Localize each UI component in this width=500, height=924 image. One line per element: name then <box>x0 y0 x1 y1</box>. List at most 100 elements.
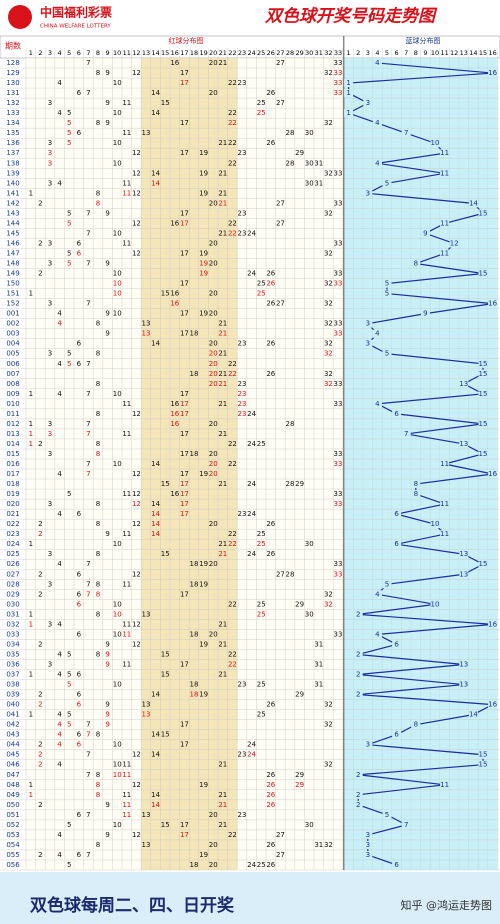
red-ball: 9 <box>105 330 109 338</box>
red-ball: 18 <box>190 681 199 689</box>
red-ball: 23 <box>238 340 247 348</box>
red-ball: 32 <box>324 600 333 608</box>
red-ball: 9 <box>105 721 109 729</box>
title: 双色球开奖号码走势图 <box>264 7 438 27</box>
blue-col-number: 4 <box>375 49 379 57</box>
red-ball: 33 <box>334 500 343 508</box>
red-col-number: 20 <box>209 49 217 57</box>
red-ball: 11 <box>122 811 131 819</box>
red-ball: 5 <box>67 119 71 127</box>
red-ball: 21 <box>218 139 227 147</box>
red-ball: 4 <box>57 671 62 679</box>
red-ball: 15 <box>161 671 170 679</box>
issue: 008 <box>6 380 19 388</box>
red-ball: 15 <box>161 99 170 107</box>
red-ball: 16 <box>170 410 179 418</box>
blue-ball-bg <box>353 610 363 619</box>
blue-ball-bg <box>488 69 498 78</box>
blue-ball-bg <box>363 319 373 328</box>
blue-ball: 15 <box>479 360 488 368</box>
issue: 005 <box>6 350 19 358</box>
red-ball: 15 <box>161 480 170 488</box>
red-ball: 24 <box>247 480 256 488</box>
red-ball: 19 <box>199 249 208 257</box>
red-ball: 21 <box>218 400 227 408</box>
red-ball: 2 <box>38 691 42 699</box>
red-ball: 4 <box>57 560 62 568</box>
red-ball: 11 <box>122 239 131 247</box>
red-col-number: 26 <box>267 49 275 57</box>
red-ball: 27 <box>276 99 285 107</box>
red-ball: 32 <box>324 69 333 77</box>
blue-ball: 15 <box>479 450 488 458</box>
red-ball: 22 <box>228 600 237 608</box>
red-ball: 20 <box>209 520 218 528</box>
blue-col-number: 2 <box>356 49 360 57</box>
red-ball: 21 <box>218 380 227 388</box>
blue-ball-bg <box>411 490 421 499</box>
red-col-number: 13 <box>142 49 150 57</box>
blue-ball: 6 <box>394 640 399 648</box>
blue-ball-bg <box>392 510 402 519</box>
red-col-number: 14 <box>151 49 159 57</box>
red-ball: 7 <box>86 300 90 308</box>
blue-ball-bg <box>353 650 363 659</box>
red-ball: 21 <box>218 350 227 358</box>
red-ball: 10 <box>113 310 122 318</box>
issue: 028 <box>6 580 19 588</box>
red-ball: 20 <box>209 239 218 247</box>
red-ball: 1 <box>29 671 33 679</box>
red-ball: 26 <box>266 300 275 308</box>
red-ball: 33 <box>334 320 343 328</box>
red-ball: 13 <box>142 320 151 328</box>
red-ball: 3 <box>48 179 52 187</box>
issue: 139 <box>6 169 19 177</box>
red-ball: 6 <box>77 671 82 679</box>
blue-ball: 3 <box>366 831 370 839</box>
blue-ball-bg <box>392 409 402 418</box>
red-ball: 7 <box>86 460 90 468</box>
red-ball: 26 <box>266 370 275 378</box>
red-ball: 4 <box>57 470 62 478</box>
blue-ball: 6 <box>394 510 399 518</box>
blue-ball-bg <box>363 99 373 108</box>
red-ball: 3 <box>48 580 52 588</box>
blue-col-number: 8 <box>414 49 418 57</box>
blue-ball-bg <box>411 480 421 489</box>
red-ball: 3 <box>48 260 52 268</box>
red-ball: 1 <box>29 430 33 438</box>
issue: 056 <box>6 861 20 869</box>
red-ball: 1 <box>29 189 33 197</box>
blue-col-number: 13 <box>460 49 468 57</box>
red-ball: 21 <box>218 540 227 548</box>
issue: 009 <box>6 390 19 398</box>
blue-ball: 2 <box>356 650 360 658</box>
red-ball: 22 <box>228 360 237 368</box>
watermark: 知乎 @鸿运走势图 <box>401 898 493 912</box>
blue-col-number: 1 <box>347 49 351 57</box>
issue: 017 <box>6 470 19 478</box>
red-ball: 10 <box>113 741 122 749</box>
issue: 049 <box>6 791 19 799</box>
red-ball: 11 <box>122 791 131 799</box>
red-ball: 32 <box>324 320 333 328</box>
red-ball: 4 <box>57 510 62 518</box>
red-ball: 17 <box>180 821 189 829</box>
red-ball: 27 <box>276 300 285 308</box>
red-ball: 11 <box>122 801 131 809</box>
red-ball: 17 <box>180 79 189 87</box>
issue: 152 <box>6 300 19 308</box>
red-col-number: 32 <box>324 49 332 57</box>
blue-ball-bg <box>420 229 430 238</box>
red-col-number: 24 <box>247 49 255 57</box>
red-ball: 8 <box>96 731 100 739</box>
red-ball: 29 <box>295 771 304 779</box>
red-ball: 32 <box>324 300 333 308</box>
blue-ball-bg <box>440 249 450 258</box>
red-ball: 14 <box>151 109 160 117</box>
blue-label: 蓝球分布图 <box>406 36 441 45</box>
red-ball: 4 <box>57 310 62 318</box>
red-ball: 2 <box>38 801 42 809</box>
red-ball: 21 <box>218 330 227 338</box>
blue-ball-bg <box>430 139 440 148</box>
